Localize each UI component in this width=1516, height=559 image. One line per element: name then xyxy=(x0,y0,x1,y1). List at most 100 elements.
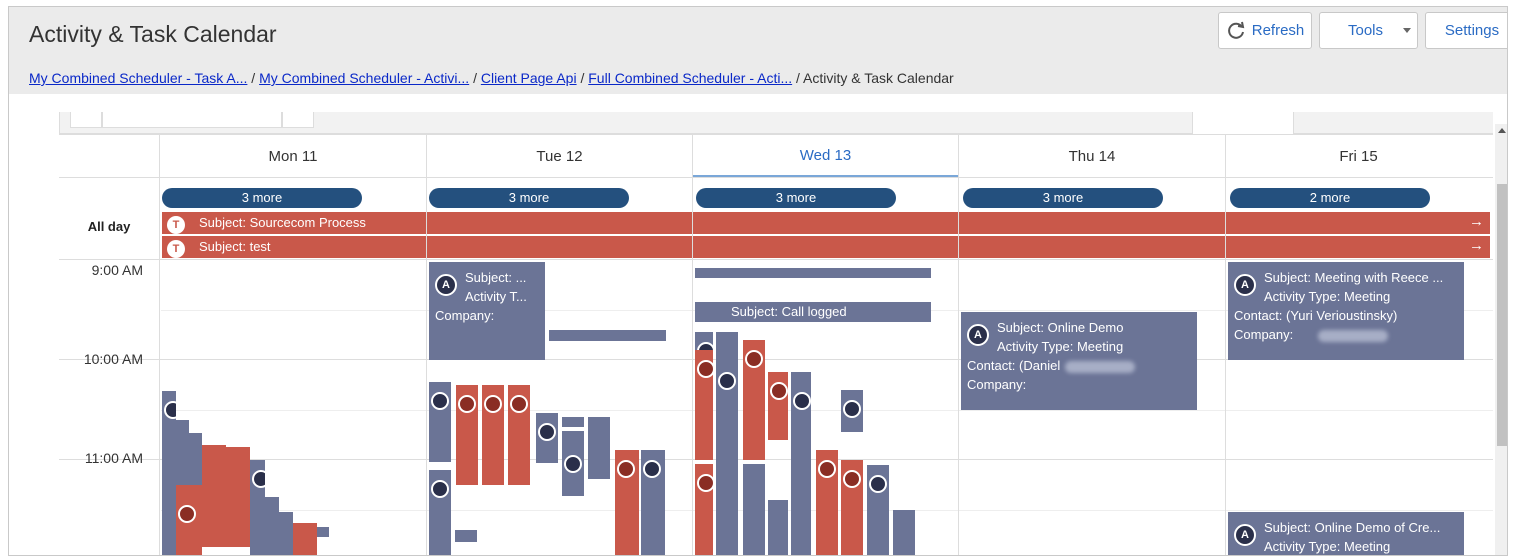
breadcrumb-link-3[interactable]: Client Page Api xyxy=(480,70,577,86)
activity-event[interactable]: A Subject: ... Activity T... Company: xyxy=(429,262,545,360)
allday-event[interactable]: T Subject: test → xyxy=(162,236,1490,258)
activity-event[interactable] xyxy=(317,527,329,537)
page-title: Activity & Task Calendar xyxy=(29,21,277,47)
task-event[interactable] xyxy=(695,350,713,460)
more-button-tue[interactable]: 3 more xyxy=(429,188,629,208)
activity-event[interactable] xyxy=(429,470,451,555)
day-header-tue[interactable]: Tue 12 xyxy=(426,135,692,177)
activity-event[interactable] xyxy=(455,530,477,542)
activity-icon: A xyxy=(1234,274,1256,296)
activity-icon xyxy=(538,423,556,441)
activity-event[interactable] xyxy=(695,268,931,278)
activity-event[interactable] xyxy=(743,464,765,555)
toolbar-nav-button[interactable] xyxy=(282,112,314,128)
divider xyxy=(958,135,959,555)
refresh-button[interactable]: Refresh xyxy=(1218,12,1312,49)
activity-event[interactable] xyxy=(841,390,863,432)
activity-icon: A xyxy=(435,274,457,296)
task-event[interactable] xyxy=(293,523,317,555)
more-button-thu[interactable]: 3 more xyxy=(963,188,1163,208)
divider xyxy=(1225,135,1226,555)
activity-icon xyxy=(164,401,176,419)
activity-event[interactable] xyxy=(768,500,788,555)
vertical-scrollbar[interactable] xyxy=(1495,124,1507,555)
arrow-right-icon: → xyxy=(1469,213,1484,230)
activity-event[interactable] xyxy=(162,391,176,555)
activity-event[interactable] xyxy=(791,372,811,555)
activity-icon xyxy=(431,480,449,498)
scrollbar-thumb[interactable] xyxy=(1497,184,1507,446)
breadcrumb-link-1[interactable]: My Combined Scheduler - Task A... xyxy=(29,70,248,86)
day-header-fri[interactable]: Fri 15 xyxy=(1225,135,1491,177)
activity-event[interactable] xyxy=(265,497,279,555)
task-icon xyxy=(697,360,713,378)
activity-event[interactable] xyxy=(716,332,738,555)
divider xyxy=(59,259,1493,260)
calendar-toolbar-right xyxy=(1293,112,1493,134)
activity-event[interactable] xyxy=(588,417,610,479)
task-event[interactable] xyxy=(226,447,238,547)
task-event[interactable] xyxy=(615,450,639,555)
task-event[interactable] xyxy=(816,450,838,555)
task-event[interactable] xyxy=(238,447,250,547)
activity-event[interactable] xyxy=(562,431,584,496)
task-event[interactable] xyxy=(456,385,478,485)
activity-event[interactable] xyxy=(562,417,584,427)
refresh-label: Refresh xyxy=(1251,22,1305,39)
activity-event[interactable] xyxy=(895,533,915,543)
toolbar-nav-button[interactable] xyxy=(70,112,102,128)
activity-event[interactable] xyxy=(893,510,915,555)
task-event[interactable] xyxy=(743,340,765,460)
time-label: 10:00 AM xyxy=(83,351,143,367)
day-header-thu[interactable]: Thu 14 xyxy=(958,135,1225,177)
activity-event[interactable] xyxy=(250,460,265,555)
breadcrumb-link-4[interactable]: Full Combined Scheduler - Acti... xyxy=(588,70,793,86)
allday-label: All day xyxy=(87,219,131,234)
activity-event[interactable] xyxy=(549,330,666,341)
task-event[interactable] xyxy=(508,385,530,485)
settings-button[interactable]: Settings xyxy=(1425,12,1507,49)
day-header-wed[interactable]: Wed 13 xyxy=(692,135,958,177)
task-icon xyxy=(510,395,528,413)
task-icon xyxy=(770,382,788,400)
allday-event-title: Subject: test xyxy=(199,239,271,254)
task-icon: T xyxy=(167,216,185,234)
activity-icon: A xyxy=(967,324,989,346)
activity-event[interactable]: A Subject: Online Demo Activity Type: Me… xyxy=(961,312,1197,410)
activity-event[interactable] xyxy=(641,450,665,555)
task-icon xyxy=(745,350,763,368)
day-header-mon[interactable]: Mon 11 xyxy=(159,135,426,177)
divider xyxy=(59,459,1493,460)
breadcrumb-link-2[interactable]: My Combined Scheduler - Activi... xyxy=(259,70,470,86)
tools-dropdown[interactable]: Tools xyxy=(1319,12,1418,49)
divider xyxy=(159,135,160,555)
activity-event[interactable]: Subject: Call logged xyxy=(695,302,931,322)
more-button-fri[interactable]: 2 more xyxy=(1230,188,1430,208)
task-event[interactable] xyxy=(202,445,226,547)
toolbar-date-field[interactable] xyxy=(102,112,282,128)
task-event[interactable] xyxy=(841,460,863,555)
task-event[interactable] xyxy=(695,464,713,555)
activity-event[interactable] xyxy=(867,465,889,555)
task-icon xyxy=(617,460,635,478)
task-icon xyxy=(178,505,196,523)
task-event[interactable] xyxy=(482,385,504,485)
activity-event[interactable]: A Subject: Meeting with Reece ... Activi… xyxy=(1228,262,1464,360)
task-icon xyxy=(818,460,836,478)
more-button-wed[interactable]: 3 more xyxy=(696,188,896,208)
activity-event[interactable] xyxy=(279,512,293,555)
scroll-up-icon[interactable] xyxy=(1498,128,1506,133)
settings-label: Settings xyxy=(1444,22,1500,39)
task-event[interactable] xyxy=(176,485,202,555)
refresh-icon xyxy=(1226,21,1246,41)
app-window: Activity & Task Calendar Refresh Tools S… xyxy=(8,6,1508,556)
activity-event[interactable]: A Subject: Online Demo of Cre... Activit… xyxy=(1228,512,1464,555)
task-event[interactable] xyxy=(768,372,788,440)
task-icon: T xyxy=(167,240,185,258)
more-button-mon[interactable]: 3 more xyxy=(162,188,362,208)
allday-event[interactable]: T Subject: Sourcecom Process → xyxy=(162,212,1490,234)
task-icon xyxy=(484,395,502,413)
chevron-down-icon xyxy=(1403,28,1411,33)
activity-event[interactable] xyxy=(429,382,451,462)
activity-event[interactable] xyxy=(536,413,558,463)
